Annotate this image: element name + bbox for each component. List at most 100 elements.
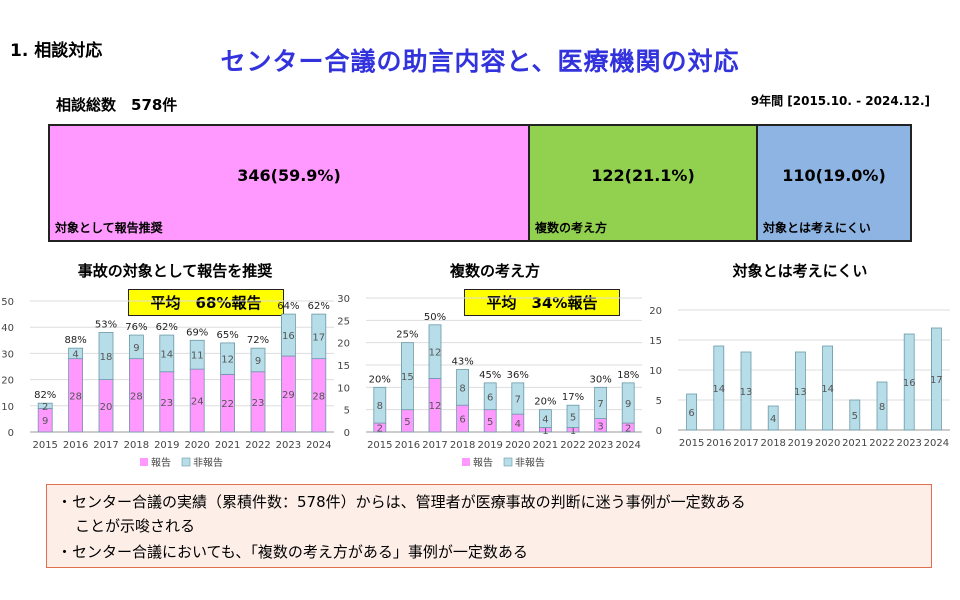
- chart2-data-label: 12: [429, 401, 442, 412]
- segment-label: 対象とは考えにくい: [763, 221, 871, 235]
- chart3-data-label: 5: [852, 411, 858, 422]
- chart1-data-label: 9: [133, 343, 139, 354]
- chart3-bar-nonreport: [822, 345, 834, 431]
- chart3-data-label: 4: [770, 414, 776, 425]
- chart1-data-label: 16: [282, 331, 295, 342]
- chart1-percent-label: 72%: [247, 335, 269, 346]
- chart2-svg: 0510152025302820%201551525%2016121250%20…: [337, 294, 642, 469]
- segment-label: 対象として報告推奨: [55, 221, 163, 235]
- chart1-data-label: 9: [42, 416, 48, 427]
- chart2-percent-label: 45%: [479, 370, 501, 381]
- chart2-xtick-label: 2017: [422, 440, 447, 451]
- chart2-bar-nonreport: [401, 342, 414, 411]
- chart2-xtick-label: 2020: [505, 440, 530, 451]
- chart1-percent-label: 76%: [125, 322, 147, 333]
- chart2-ytick-label: 5: [344, 406, 350, 417]
- chart3-xtick-label: 2015: [679, 438, 704, 449]
- chart3-bar-nonreport: [686, 393, 697, 431]
- chart1-bar-nonreport: [68, 347, 83, 360]
- chart1-svg: 010203040509282%201528488%2016201853%201…: [1, 297, 334, 469]
- chart1-xtick-label: 2019: [154, 440, 179, 451]
- chart1-data-label: 28: [130, 391, 143, 402]
- chart3-bar-nonreport: [767, 405, 779, 431]
- chart3-data-label: 13: [740, 387, 753, 398]
- chart1-data-label: 2: [42, 402, 48, 413]
- chart2-data-label: 9: [625, 399, 631, 410]
- chart2-percent-label: 43%: [451, 356, 473, 367]
- chart1-data-label: 23: [252, 398, 265, 409]
- chart1-data-label: 28: [312, 391, 325, 402]
- chart2-data-label: 1: [570, 426, 576, 437]
- note-line-2: ・センター合議においても、「複数の考え方がある」事例が一定数ある: [57, 543, 528, 561]
- page-title: センター合議の助言内容と、医療機関の対応: [220, 47, 740, 76]
- chart3-xtick-label: 2017: [733, 438, 758, 449]
- chart2-xtick-label: 2016: [395, 440, 420, 451]
- chart2-data-label: 6: [459, 415, 465, 426]
- chart2-data-label: 15: [401, 372, 414, 383]
- chart1-bar-nonreport: [280, 313, 296, 357]
- chart1-ytick-label: 10: [1, 402, 14, 413]
- chart1-data-label: 14: [160, 349, 173, 360]
- chart2-bar-nonreport: [483, 382, 497, 411]
- chart1-bar-nonreport: [159, 334, 175, 373]
- chart1-percent-label: 62%: [308, 301, 330, 312]
- chart3-ytick-label: 15: [650, 336, 662, 347]
- chart2-data-label: 12: [429, 348, 442, 359]
- chart3-xtick-label: 2021: [842, 438, 867, 449]
- chart3-ytick-label: 0: [656, 426, 662, 437]
- summary-segment-multiple: 122(21.1%) 複数の考え方: [528, 124, 758, 242]
- chart1-bar-nonreport: [220, 342, 236, 375]
- chart2-ytick-label: 0: [344, 428, 350, 439]
- chart2-data-label: 4: [542, 415, 548, 426]
- chart1-data-label: 4: [72, 349, 78, 360]
- chart3-data-label: 8: [879, 402, 885, 413]
- chart1-percent-label: 64%: [277, 301, 299, 312]
- chart2-legend-swatch-nonreport: [503, 457, 513, 467]
- chart1-xtick-label: 2021: [215, 440, 240, 451]
- chart1-percent-label: 82%: [34, 390, 56, 401]
- chart1-data-label: 22: [221, 399, 234, 410]
- chart1-data-label: 20: [100, 402, 113, 413]
- chart1-legend-swatch-report: [140, 458, 148, 466]
- section-label: 1. 相談対応: [10, 41, 103, 61]
- chart3-ytick-label: 5: [656, 396, 662, 407]
- chart2-bar-nonreport: [511, 382, 525, 415]
- chart1-ytick-label: 0: [8, 428, 14, 439]
- chart3-data-label: 14: [821, 384, 834, 395]
- chart2-data-label: 5: [404, 417, 410, 428]
- chart1-ytick-label: 40: [1, 323, 14, 334]
- chart1-xtick-label: 2023: [276, 440, 301, 451]
- chart1-bar-nonreport: [128, 334, 144, 360]
- chart2-ytick-label: 30: [337, 294, 350, 305]
- chart3-bar-nonreport: [876, 381, 888, 431]
- chart1-data-label: 17: [312, 332, 325, 343]
- chart1-ytick-label: 50: [1, 297, 14, 308]
- chart3-xtick-label: 2023: [896, 438, 921, 449]
- chart1-data-label: 23: [160, 398, 173, 409]
- chart3-bar-nonreport: [849, 399, 861, 431]
- chart2-legend-swatch-report: [462, 458, 470, 466]
- chart3-ytick-label: 20: [650, 306, 662, 317]
- chart2-percent-label: 36%: [507, 370, 529, 381]
- chart1-data-label: 28: [69, 391, 82, 402]
- chart3-bar-nonreport: [903, 333, 915, 431]
- chart3-xtick-label: 2020: [815, 438, 840, 449]
- chart2-percent-label: 25%: [396, 330, 418, 341]
- chart2-percent-label: 30%: [589, 374, 611, 385]
- chart1-xtick-label: 2018: [124, 440, 149, 451]
- note-line-1-continued: ことが示唆される: [75, 517, 196, 535]
- chart1-bar-nonreport: [98, 332, 114, 380]
- chart3-data-label: 6: [688, 408, 694, 419]
- chart3-data-label: 14: [712, 384, 725, 395]
- chart3-ytick-label: 10: [650, 366, 662, 377]
- chart3-data-label: 13: [794, 387, 807, 398]
- chart3-title: 対象とは考えにくい: [732, 262, 868, 280]
- chart1-title: 事故の対象として報告を推奨: [77, 262, 273, 280]
- chart1-data-label: 9: [255, 356, 261, 367]
- chart1-data-label: 29: [282, 390, 295, 401]
- chart2-data-label: 8: [377, 401, 383, 412]
- chart3-bar-nonreport: [794, 351, 806, 431]
- chart1-average-box: 平均 68%報告: [128, 289, 284, 316]
- chart1-xtick-label: 2015: [32, 440, 57, 451]
- chart1-bar-nonreport: [311, 313, 327, 360]
